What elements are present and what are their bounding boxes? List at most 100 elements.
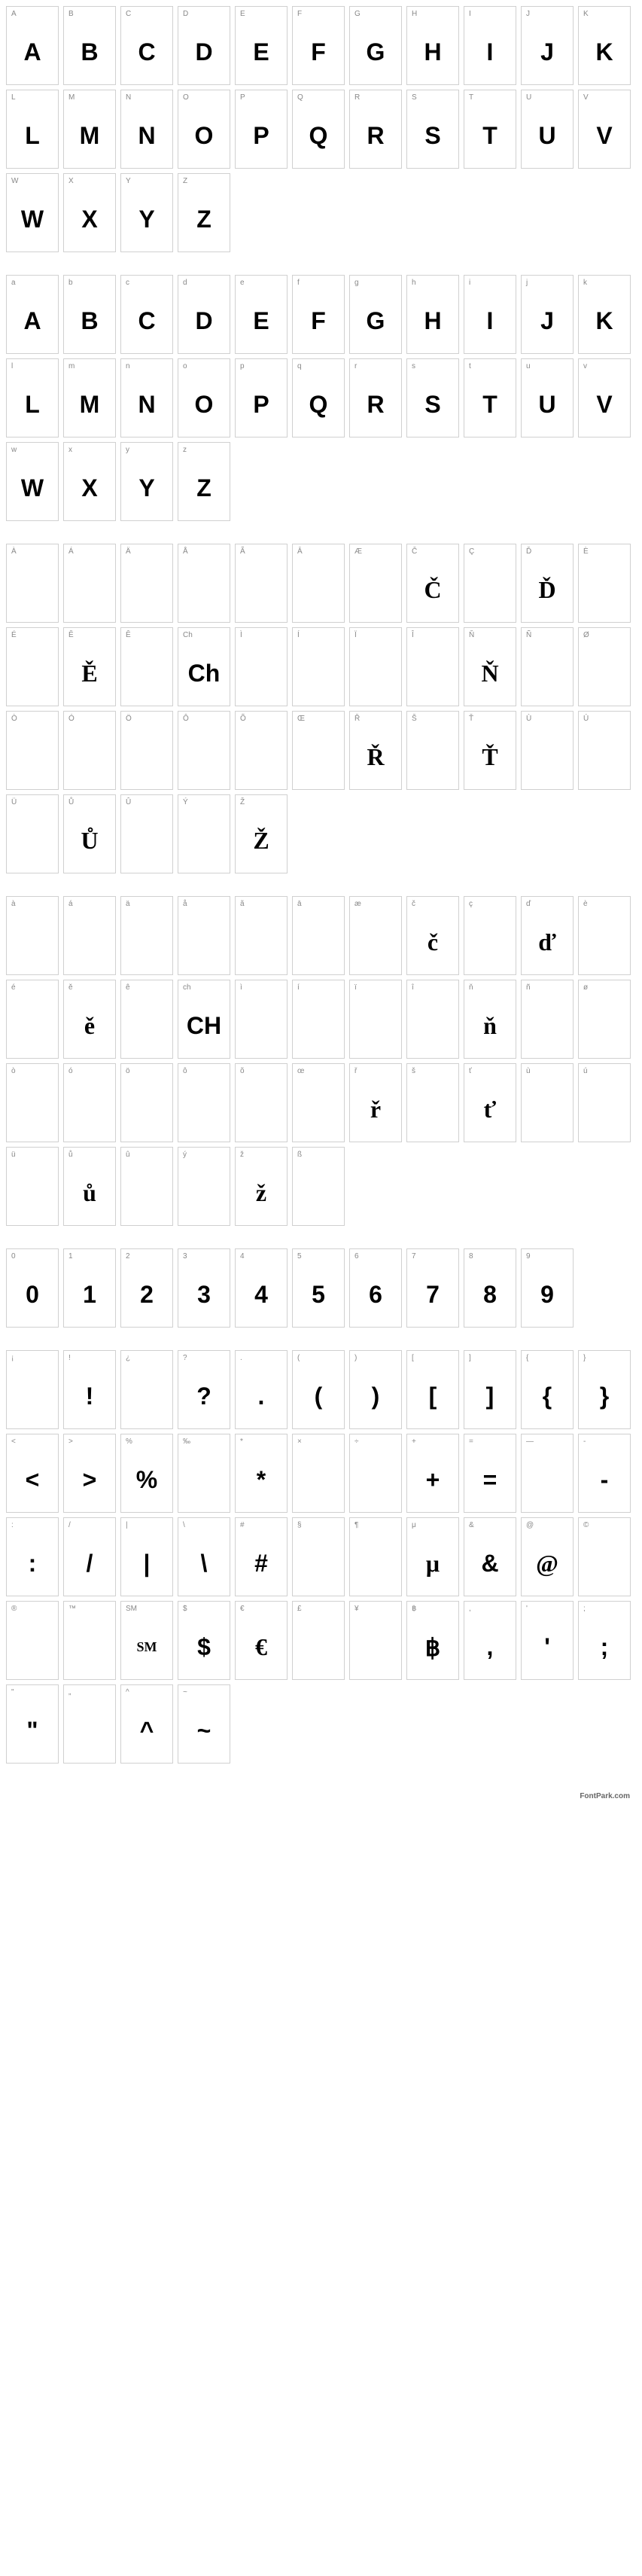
glyph-cell: Ê <box>120 627 173 706</box>
glyph-label: š <box>407 1064 458 1078</box>
glyph-cell: Ç <box>464 544 516 623</box>
glyph-display <box>178 910 230 974</box>
glyph-cell: ĎĎ <box>521 544 574 623</box>
glyph-label: È <box>579 544 630 558</box>
glyph-cell: î <box>406 980 459 1059</box>
glyph-label: Ô <box>178 712 230 725</box>
glyph-cell: Á <box>63 544 116 623</box>
glyph-label: Î <box>407 628 458 642</box>
glyph-cell: {{ <box>521 1350 574 1429</box>
glyph-display <box>293 642 344 706</box>
glyph-label: 1 <box>64 1249 115 1263</box>
glyph-label: ¿ <box>121 1351 172 1364</box>
glyph-display: 8 <box>464 1263 516 1327</box>
glyph-cell: DD <box>178 6 230 85</box>
glyph-cell: LL <box>6 90 59 169</box>
glyph-cell: ** <box>235 1434 288 1513</box>
glyph-cell: 33 <box>178 1248 230 1328</box>
glyph-display <box>236 642 287 706</box>
glyph-cell: é <box>6 980 59 1059</box>
glyph-label: [ <box>407 1351 458 1364</box>
glyph-label: Í <box>293 628 344 642</box>
glyph-cell: jJ <box>521 275 574 354</box>
glyph-cell: kK <box>578 275 631 354</box>
glyph-label: ; <box>579 1602 630 1615</box>
glyph-cell: × <box>292 1434 345 1513</box>
glyph-cell: — <box>521 1434 574 1513</box>
glyph-label: 2 <box>121 1249 172 1263</box>
glyph-cell: )) <box>349 1350 402 1429</box>
glyph-cell: ŽŽ <box>235 794 288 873</box>
glyph-label: x <box>64 443 115 456</box>
glyph-label: ā <box>293 897 344 910</box>
glyph-display: ! <box>64 1364 115 1428</box>
glyph-cell: aA <box>6 275 59 354</box>
glyph-display: μ <box>407 1532 458 1596</box>
glyph-cell: ® <box>6 1601 59 1680</box>
glyph-cell: ‰ <box>178 1434 230 1513</box>
glyph-display: R <box>350 104 401 168</box>
glyph-cell: Ú <box>578 711 631 790</box>
glyph-cell: cC <box>120 275 173 354</box>
glyph-cell: ## <box>235 1517 288 1596</box>
glyph-cell: Ù <box>521 711 574 790</box>
glyph-display: 1 <box>64 1263 115 1327</box>
glyph-display: Q <box>293 373 344 437</box>
glyph-display: } <box>579 1364 630 1428</box>
glyph-cell: ¡ <box>6 1350 59 1429</box>
glyph-display: Ď <box>522 558 573 622</box>
glyph-cell: Ô <box>178 711 230 790</box>
glyph-label: Ď <box>522 544 573 558</box>
glyph-display: V <box>579 104 630 168</box>
glyph-cell: 44 <box>235 1248 288 1328</box>
glyph-label: ì <box>236 980 287 994</box>
glyph-label: Ï <box>350 628 401 642</box>
glyph-display: , <box>464 1615 516 1679</box>
glyph-cell: BB <box>63 6 116 85</box>
section-lowercase-extended: àáäåãāæččçďďèéěěêchCHìíïîňňñøòóöôõœřřšťť… <box>6 896 636 1226</box>
glyph-label: m <box>64 359 115 373</box>
glyph-label: L <box>7 90 58 104</box>
glyph-display <box>407 1078 458 1142</box>
glyph-label: ó <box>64 1064 115 1078</box>
glyph-cell: \\ <box>178 1517 230 1596</box>
glyph-display <box>522 994 573 1058</box>
glyph-display <box>7 725 58 789</box>
glyph-cell: ä <box>120 896 173 975</box>
glyph-label: ú <box>579 1064 630 1078</box>
glyph-label: £ <box>293 1602 344 1615</box>
glyph-display <box>407 725 458 789</box>
glyph-display: @ <box>522 1532 573 1596</box>
glyph-label: C <box>121 7 172 20</box>
glyph-cell: š <box>406 1063 459 1142</box>
glyph-display: : <box>7 1532 58 1596</box>
glyph-display <box>464 910 516 974</box>
glyph-display: T <box>464 104 516 168</box>
glyph-cell: [[ <box>406 1350 459 1429</box>
glyph-label: œ <box>293 1064 344 1078</box>
glyph-display <box>121 642 172 706</box>
glyph-label: r <box>350 359 401 373</box>
glyph-label: Œ <box>293 712 344 725</box>
glyph-display <box>293 1532 344 1596</box>
glyph-label: Ā <box>293 544 344 558</box>
glyph-cell: í <box>292 980 345 1059</box>
glyph-cell: ŇŇ <box>464 627 516 706</box>
glyph-cell: lL <box>6 358 59 437</box>
glyph-display <box>121 809 172 873</box>
glyph-cell: EE <box>235 6 288 85</box>
glyph-display: * <box>236 1448 287 1512</box>
glyph-display <box>121 558 172 622</box>
glyph-label: 3 <box>178 1249 230 1263</box>
glyph-display: C <box>121 289 172 353</box>
glyph-label: t <box>464 359 516 373</box>
glyph-display: ť <box>464 1078 516 1142</box>
glyph-label: ã <box>236 897 287 910</box>
glyph-label: J <box>522 7 573 20</box>
glyph-cell: rR <box>349 358 402 437</box>
glyph-cell: FF <box>292 6 345 85</box>
glyph-label: & <box>464 1518 516 1532</box>
glyph-label: u <box>522 359 573 373</box>
glyph-cell: ++ <box>406 1434 459 1513</box>
glyph-cell: © <box>578 1517 631 1596</box>
